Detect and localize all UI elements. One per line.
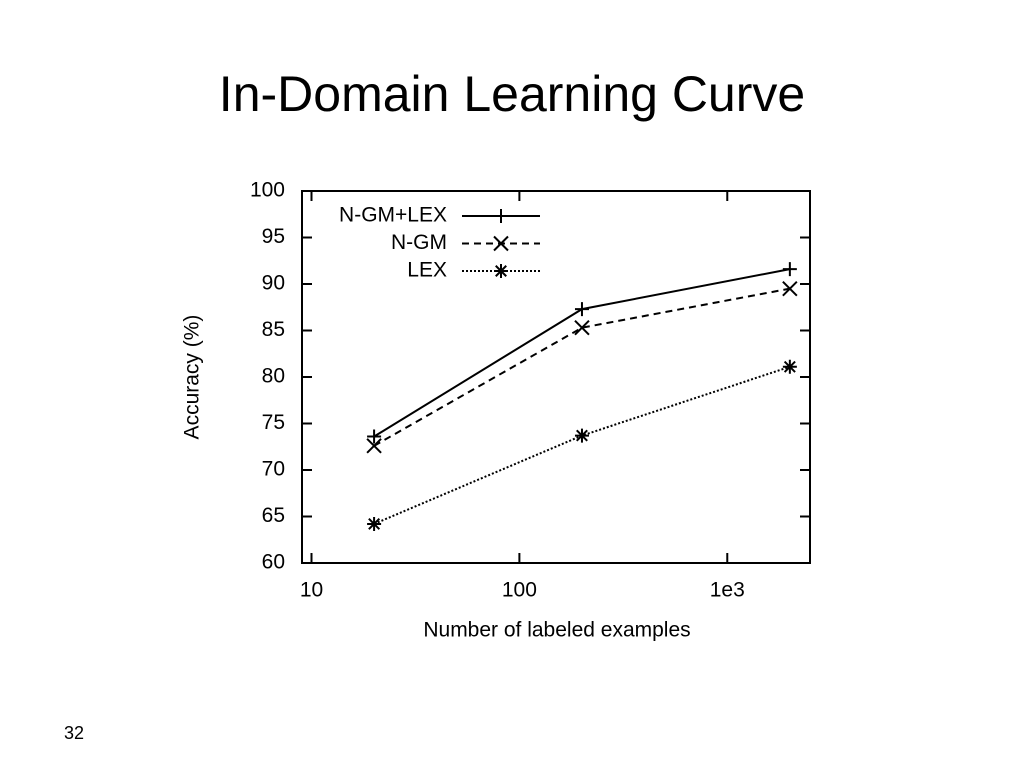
data-point (366, 438, 382, 454)
data-point (782, 262, 797, 277)
data-point (782, 359, 797, 374)
plot-frame (301, 190, 811, 564)
y-tick-label: 60 (262, 551, 285, 574)
legend-label: N-GM (391, 231, 447, 254)
legend-marker (494, 209, 508, 223)
y-tick-label: 90 (262, 272, 285, 295)
y-tick-label: 65 (262, 504, 285, 527)
y-tick-label: 85 (262, 318, 285, 341)
data-point (574, 320, 590, 336)
data-point (367, 516, 382, 531)
data-point (782, 280, 798, 297)
y-tick-label: 100 (250, 179, 285, 202)
y-tick-label: 75 (262, 411, 285, 434)
legend-label: N-GM+LEX (339, 204, 447, 227)
y-axis-label: Accuracy (%) (181, 315, 204, 440)
x-tick-label: 1e3 (710, 579, 745, 602)
y-tick-label: 80 (262, 365, 285, 388)
x-axis-label: Number of labeled examples (423, 619, 690, 642)
data-point (574, 302, 589, 317)
x-tick-label: 10 (300, 579, 323, 602)
data-point (367, 429, 382, 444)
y-tick-label: 95 (262, 225, 285, 248)
x-tick-label: 100 (502, 579, 537, 602)
legend-label: LEX (407, 259, 447, 282)
legend-marker (494, 264, 508, 278)
data-point (574, 428, 589, 443)
slide-title: In-Domain Learning Curve (219, 66, 805, 122)
legend-marker (493, 235, 509, 252)
page-number: 32 (64, 723, 84, 743)
series-line (373, 268, 791, 438)
y-tick-label: 70 (262, 458, 285, 481)
series-line (373, 365, 791, 525)
